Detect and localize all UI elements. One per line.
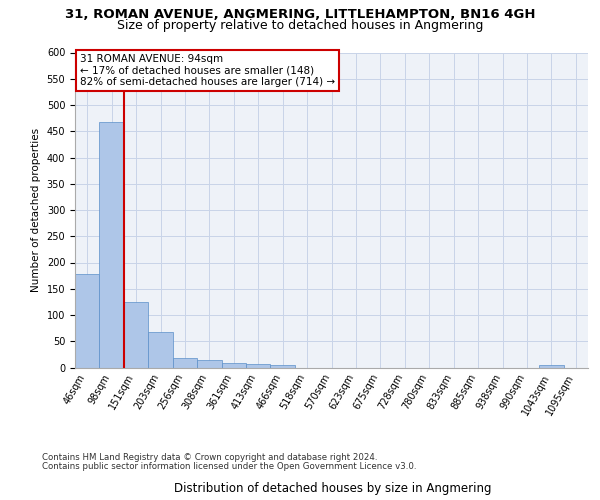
Text: Contains HM Land Registry data © Crown copyright and database right 2024.: Contains HM Land Registry data © Crown c… bbox=[42, 454, 377, 462]
Text: 31 ROMAN AVENUE: 94sqm
← 17% of detached houses are smaller (148)
82% of semi-de: 31 ROMAN AVENUE: 94sqm ← 17% of detached… bbox=[80, 54, 335, 88]
Bar bbox=[173, 358, 197, 368]
Bar bbox=[124, 302, 148, 368]
Text: Size of property relative to detached houses in Angmering: Size of property relative to detached ho… bbox=[117, 19, 483, 32]
Text: Contains public sector information licensed under the Open Government Licence v3: Contains public sector information licen… bbox=[42, 462, 416, 471]
Bar bbox=[246, 364, 271, 368]
Bar bbox=[100, 122, 124, 368]
Text: 31, ROMAN AVENUE, ANGMERING, LITTLEHAMPTON, BN16 4GH: 31, ROMAN AVENUE, ANGMERING, LITTLEHAMPT… bbox=[65, 8, 535, 20]
Bar bbox=[221, 364, 246, 368]
Bar bbox=[197, 360, 221, 368]
Y-axis label: Number of detached properties: Number of detached properties bbox=[31, 128, 41, 292]
Text: Distribution of detached houses by size in Angmering: Distribution of detached houses by size … bbox=[174, 482, 492, 495]
Bar bbox=[539, 365, 563, 368]
Bar bbox=[148, 332, 173, 368]
Bar bbox=[75, 274, 100, 368]
Bar bbox=[271, 366, 295, 368]
